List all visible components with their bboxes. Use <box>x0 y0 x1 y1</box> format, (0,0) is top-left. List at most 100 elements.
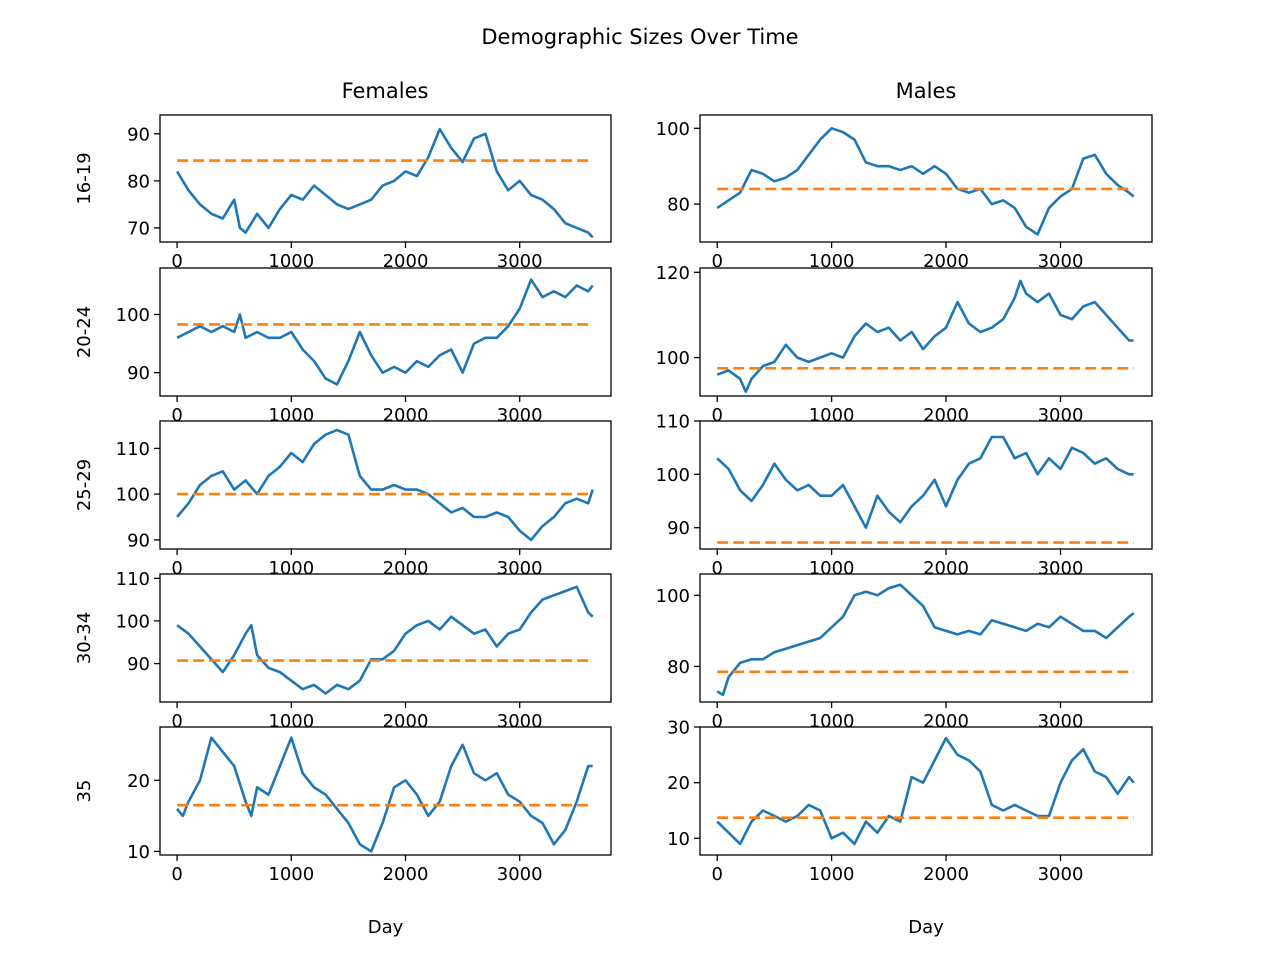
x-tick-label-females-25-29-0: 0 <box>171 558 182 579</box>
axes-frame-males-30-34 <box>699 573 1153 703</box>
x-tick-label-females-20-24-3000: 3000 <box>497 405 543 426</box>
column-title-males: Males <box>896 79 957 103</box>
x-tick-label-males-25-29-3000: 3000 <box>1038 558 1084 579</box>
subplot-females-20-24: 0 1000 2000 3000 90 100 20-24 <box>74 267 612 426</box>
x-tick-label-females-35-1000: 1000 <box>268 864 314 885</box>
y-tick-label-females-25-29-100: 100 <box>116 485 150 506</box>
x-tick-label-females-35-2000: 2000 <box>383 864 429 885</box>
axes-frame-females-35 <box>159 726 612 856</box>
x-tick-label-males-25-29-2000: 2000 <box>923 558 969 579</box>
subplot-females-16-19: 0 1000 2000 3000 70 80 90 16-19 <box>74 114 612 272</box>
x-tick-label-males-35-2000: 2000 <box>923 864 969 885</box>
y-axis-label-females-20-24: 20-24 <box>74 306 95 358</box>
series-line-females-35 <box>176 736 593 853</box>
y-tick-label-males-25-29-100: 100 <box>656 465 690 486</box>
x-tick-label-females-30-34-1000: 1000 <box>268 711 314 732</box>
x-tick-label-females-25-29-2000: 2000 <box>383 558 429 579</box>
series-line-males-35 <box>716 736 1135 846</box>
series-line-females-30-34 <box>176 585 594 695</box>
x-tick-label-females-16-19-0: 0 <box>171 251 182 272</box>
x-tick-label-females-30-34-3000: 3000 <box>497 711 543 732</box>
x-tick-label-females-20-24-1000: 1000 <box>268 405 314 426</box>
axes-frame-females-16-19 <box>159 114 612 243</box>
subplot-males-25-29: 0 1000 2000 3000 90 100 110 <box>656 412 1153 579</box>
x-axis-label-females-35: Day <box>368 917 404 938</box>
subplot-females-35: 0 1000 2000 3000 10 20 35 Day <box>74 726 612 938</box>
axes-frame-females-25-29 <box>159 420 612 550</box>
y-tick-label-females-25-29-90: 90 <box>127 530 150 551</box>
series-line-males-16-19 <box>716 127 1135 236</box>
x-tick-label-males-25-29-0: 0 <box>711 558 722 579</box>
y-tick-label-females-35-20: 20 <box>127 771 150 792</box>
x-tick-label-males-16-19-2000: 2000 <box>923 251 969 272</box>
axes-frame-females-20-24 <box>159 267 612 397</box>
series-line-females-25-29 <box>176 428 594 542</box>
y-tick-label-males-35-20: 20 <box>667 773 690 794</box>
subplot-males-16-19: 0 1000 2000 3000 80 100 <box>656 114 1153 272</box>
series-line-males-30-34 <box>716 583 1135 697</box>
y-tick-label-females-25-29-110: 110 <box>116 439 150 460</box>
x-tick-label-males-16-19-0: 0 <box>711 251 722 272</box>
x-tick-label-females-35-3000: 3000 <box>497 864 543 885</box>
axes-frame-males-20-24 <box>699 267 1153 397</box>
y-axis-label-females-25-29: 25-29 <box>74 459 95 511</box>
y-tick-label-females-30-34-110: 110 <box>116 569 150 590</box>
y-tick-label-males-20-24-100: 100 <box>656 348 690 369</box>
axes-frame-females-30-34 <box>159 573 612 703</box>
x-tick-label-males-20-24-0: 0 <box>711 405 722 426</box>
x-tick-label-females-30-34-0: 0 <box>171 711 182 732</box>
y-tick-label-males-20-24-120: 120 <box>656 263 690 284</box>
series-line-females-20-24 <box>176 278 594 386</box>
x-tick-label-males-30-34-2000: 2000 <box>923 711 969 732</box>
y-axis-label-females-30-34: 30-34 <box>74 612 95 664</box>
column-title-females: Females <box>342 79 429 103</box>
x-tick-label-males-16-19-1000: 1000 <box>809 251 855 272</box>
x-tick-label-females-20-24-0: 0 <box>171 405 182 426</box>
x-tick-label-females-25-29-1000: 1000 <box>268 558 314 579</box>
y-tick-label-females-16-19-90: 90 <box>127 124 150 145</box>
x-tick-label-males-30-34-1000: 1000 <box>809 711 855 732</box>
x-tick-label-females-20-24-2000: 2000 <box>383 405 429 426</box>
y-tick-label-females-20-24-100: 100 <box>116 305 150 326</box>
y-tick-label-females-35-10: 10 <box>127 842 150 863</box>
y-tick-label-males-25-29-90: 90 <box>667 518 690 539</box>
y-tick-label-males-16-19-80: 80 <box>667 195 690 216</box>
x-tick-label-females-16-19-1000: 1000 <box>268 251 314 272</box>
y-tick-label-females-20-24-90: 90 <box>127 363 150 384</box>
x-tick-label-females-16-19-3000: 3000 <box>497 251 543 272</box>
axes-frame-males-16-19 <box>699 114 1153 243</box>
x-tick-label-males-20-24-1000: 1000 <box>809 405 855 426</box>
subplot-females-25-29: 0 1000 2000 3000 90 100 110 25-29 <box>74 420 612 579</box>
x-tick-label-males-25-29-1000: 1000 <box>809 558 855 579</box>
y-tick-label-females-16-19-80: 80 <box>127 171 150 192</box>
figure-title: Demographic Sizes Over Time <box>481 25 798 49</box>
x-axis-label-males-35: Day <box>908 917 944 938</box>
x-tick-label-males-20-24-2000: 2000 <box>923 405 969 426</box>
y-axis-label-females-35: 35 <box>74 780 95 803</box>
x-tick-label-females-16-19-2000: 2000 <box>383 251 429 272</box>
y-tick-label-males-16-19-100: 100 <box>656 119 690 140</box>
y-tick-label-males-25-29-110: 110 <box>656 412 690 433</box>
x-tick-label-males-30-34-3000: 3000 <box>1038 711 1084 732</box>
x-tick-label-females-35-0: 0 <box>171 864 182 885</box>
y-tick-label-males-30-34-100: 100 <box>656 586 690 607</box>
subplot-males-30-34: 0 1000 2000 3000 80 100 <box>656 573 1153 732</box>
subplot-males-35: 0 1000 2000 3000 10 20 30 Day <box>667 718 1153 938</box>
x-tick-label-males-35-1000: 1000 <box>809 864 855 885</box>
x-tick-label-males-30-34-0: 0 <box>711 711 722 732</box>
x-tick-label-males-16-19-3000: 3000 <box>1038 251 1084 272</box>
x-tick-label-females-25-29-3000: 3000 <box>497 558 543 579</box>
y-tick-label-females-30-34-90: 90 <box>127 654 150 675</box>
y-tick-label-females-30-34-100: 100 <box>116 611 150 632</box>
axes-frame-males-35 <box>699 726 1153 856</box>
y-tick-label-males-35-10: 10 <box>667 829 690 850</box>
x-tick-label-females-30-34-2000: 2000 <box>383 711 429 732</box>
series-line-females-16-19 <box>175 127 594 239</box>
y-tick-label-males-35-30: 30 <box>667 718 690 739</box>
x-tick-label-males-35-3000: 3000 <box>1038 864 1084 885</box>
y-tick-label-females-16-19-70: 70 <box>127 218 150 239</box>
series-line-males-20-24 <box>716 279 1134 394</box>
subplot-males-20-24: 0 1000 2000 3000 100 120 <box>656 263 1153 426</box>
